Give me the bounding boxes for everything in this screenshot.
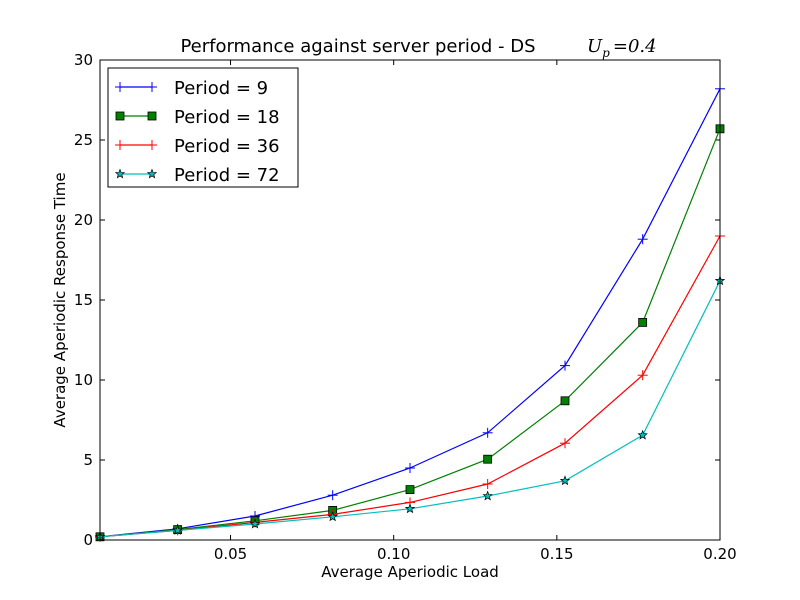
title-math-symbol: U (587, 36, 603, 57)
legend-item: Period = 9 (115, 78, 268, 99)
data-point (482, 427, 493, 438)
title-math-value: 0.4 (628, 36, 657, 57)
chart-title-math: Up =0.4 (587, 36, 657, 60)
y-tick-label: 10 (74, 371, 93, 389)
data-point (559, 475, 571, 486)
legend-marker (147, 111, 157, 121)
data-point (560, 438, 570, 449)
data-point (483, 454, 493, 464)
x-tick-label: 0.05 (214, 545, 247, 563)
data-point (249, 518, 261, 529)
y-tick-label: 30 (74, 51, 93, 69)
legend-marker (147, 140, 157, 150)
y-tick-label: 15 (74, 291, 93, 309)
y-tick-label: 5 (83, 451, 93, 469)
x-axis-label: Average Aperiodic Load (321, 563, 499, 581)
plot-frame (99, 59, 721, 541)
series-layer (94, 83, 726, 542)
legend-box (107, 67, 299, 188)
data-point (637, 370, 648, 381)
y-tick-label: 25 (74, 131, 93, 149)
axis-ticks: 0.05 0.10 0.15 0.20 0 5 10 15 20 25 30 (74, 51, 737, 563)
data-point (172, 524, 183, 535)
legend-item: Period = 18 (115, 107, 280, 128)
data-point (405, 485, 415, 495)
x-tick-label: 0.10 (377, 545, 410, 563)
y-tick-label: 0 (83, 531, 93, 549)
data-point (327, 490, 338, 501)
chart-title: Performance against server period - DS (180, 36, 535, 57)
title-math-equals: = (613, 36, 628, 57)
legend-label: Period = 72 (174, 165, 280, 186)
legend-label: Period = 36 (174, 136, 280, 157)
legend-marker (115, 140, 125, 150)
data-point (482, 490, 493, 501)
legend-marker (114, 168, 126, 179)
data-point (560, 396, 570, 406)
legend-label: Period = 9 (174, 78, 268, 99)
legend-item: Period = 36 (115, 136, 280, 157)
data-point (637, 234, 648, 245)
legend-marker (146, 168, 158, 179)
legend-items: Period = 9 Period = 18 Period = 36 Period =… (114, 78, 280, 186)
data-point (404, 503, 416, 514)
y-tick-label: 20 (74, 211, 93, 229)
legend-item: Period = 72 (114, 165, 280, 186)
title-math-subscript: p (602, 46, 610, 60)
legend-marker (115, 82, 125, 92)
data-point (637, 429, 648, 440)
legend: Period = 9 Period = 18 Period = 36 Period =… (107, 67, 299, 188)
data-point (638, 317, 648, 327)
legend-marker (115, 111, 125, 121)
x-tick-label: 0.15 (540, 545, 573, 563)
legend-marker (147, 82, 157, 92)
legend-label: Period = 18 (174, 107, 280, 128)
data-point (560, 360, 570, 371)
data-point (405, 463, 415, 473)
data-point (327, 511, 338, 522)
data-point (482, 479, 493, 489)
x-tick-label: 0.20 (703, 545, 736, 563)
y-axis-label: Average Aperiodic Response Time (51, 172, 69, 427)
